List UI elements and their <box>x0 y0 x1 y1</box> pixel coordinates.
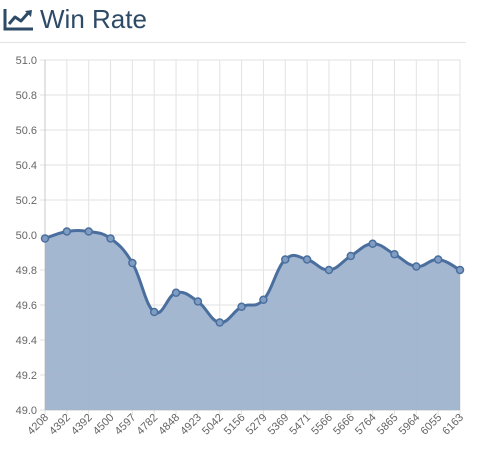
y-tick-label: 49.0 <box>16 405 37 417</box>
data-point <box>455 265 465 275</box>
data-point <box>390 250 399 259</box>
y-tick-label: 50.2 <box>16 195 37 207</box>
x-tick-label: 4597 <box>113 412 139 438</box>
x-tick-label: 5042 <box>200 412 226 438</box>
x-tick-label: 5566 <box>309 412 335 438</box>
y-tick-label: 51.0 <box>16 55 37 67</box>
data-point <box>84 227 93 236</box>
x-tick-label: 4500 <box>91 412 117 438</box>
data-point <box>259 295 268 304</box>
data-point <box>412 262 421 271</box>
y-tick-label: 50.8 <box>16 90 37 102</box>
line-chart-icon <box>3 9 33 31</box>
x-tick-label: 4392 <box>69 412 95 438</box>
data-point <box>62 227 72 236</box>
x-tick-label: 5279 <box>244 412 270 438</box>
x-tick-label: 6163 <box>440 412 466 438</box>
data-point <box>149 307 159 317</box>
data-point <box>40 234 50 243</box>
y-tick-label: 50.0 <box>16 230 37 242</box>
data-point <box>171 288 181 297</box>
x-tick-label: 5369 <box>266 412 292 438</box>
y-tick-label: 49.4 <box>16 335 37 347</box>
y-tick-label: 49.2 <box>16 370 37 382</box>
data-point <box>237 302 246 311</box>
data-point <box>368 239 377 248</box>
data-point <box>193 297 203 306</box>
x-tick-label: 5666 <box>331 412 357 438</box>
data-point <box>324 265 334 275</box>
data-point <box>106 234 115 243</box>
data-point <box>281 255 290 264</box>
data-point <box>433 255 443 264</box>
x-tick-label: 5764 <box>353 412 379 438</box>
win-rate-chart: 51.0 50.8 50.6 50.4 50.2 50.0 49.8 49.6 49.4 49.2… <box>16 55 467 438</box>
x-tick-label: 4392 <box>47 412 73 438</box>
x-tick-label: 5964 <box>397 412 423 438</box>
x-tick-label: 6055 <box>418 412 444 438</box>
data-point <box>215 318 224 327</box>
y-tick-label: 49.6 <box>16 300 37 312</box>
x-tick-label: 5471 <box>287 412 313 438</box>
chart-header: Win Rate <box>0 0 466 43</box>
x-tick-label: 4848 <box>156 412 182 438</box>
data-point <box>128 258 137 268</box>
x-tick-label: 4923 <box>178 412 204 438</box>
x-tick-label: 4782 <box>135 412 161 438</box>
data-point <box>346 251 356 261</box>
y-tick-label: 50.6 <box>16 125 37 137</box>
data-point <box>302 255 312 264</box>
series-area <box>45 230 460 410</box>
y-tick-label: 50.4 <box>16 160 37 172</box>
page-title: Win Rate <box>40 4 147 34</box>
y-tick-label: 49.8 <box>16 265 37 277</box>
x-tick-label: 5156 <box>222 412 248 438</box>
x-tick-label: 5865 <box>375 412 401 438</box>
